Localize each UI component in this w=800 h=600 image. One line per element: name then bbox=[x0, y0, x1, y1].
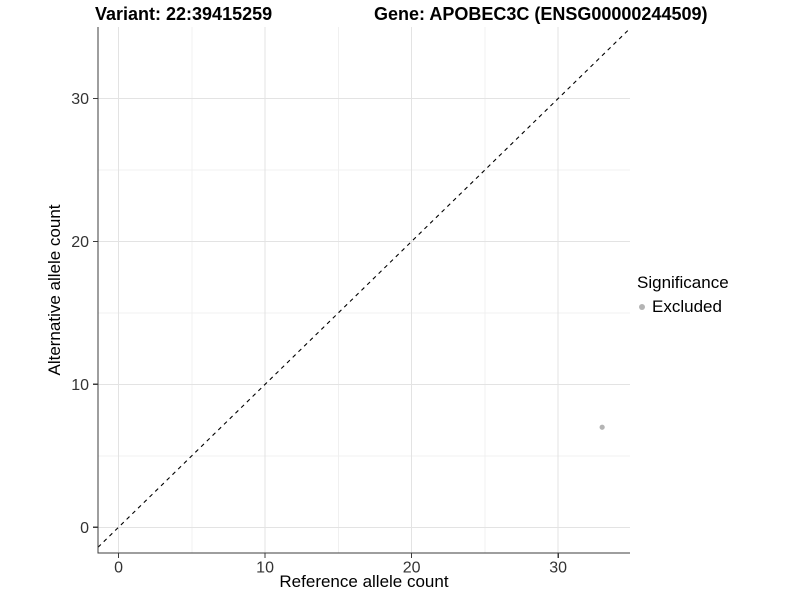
y-tick-label: 10 bbox=[71, 377, 89, 394]
data-point bbox=[599, 424, 605, 430]
legend-item-excluded: Excluded bbox=[637, 296, 729, 317]
y-tick-label: 20 bbox=[71, 234, 89, 251]
y-axis-title: Alternative allele count bbox=[45, 204, 64, 376]
x-tick-label: 0 bbox=[114, 560, 123, 577]
legend-title: Significance bbox=[637, 273, 729, 292]
variant-title: Variant: 22:39415259 bbox=[95, 4, 273, 24]
legend-item-label: Excluded bbox=[652, 297, 722, 316]
gene-title: Gene: APOBEC3C (ENSG00000244509) bbox=[374, 4, 708, 24]
y-tick-label: 30 bbox=[71, 91, 89, 108]
identity-line bbox=[97, 28, 631, 548]
legend-point-icon bbox=[639, 303, 645, 310]
x-tick-label: 30 bbox=[549, 560, 567, 577]
x-axis-title: Reference allele count bbox=[279, 572, 449, 591]
legend: Significance Excluded bbox=[637, 272, 729, 317]
y-tick-label: 0 bbox=[80, 520, 89, 537]
x-tick-label: 20 bbox=[403, 560, 421, 577]
x-tick-label: 10 bbox=[256, 560, 274, 577]
